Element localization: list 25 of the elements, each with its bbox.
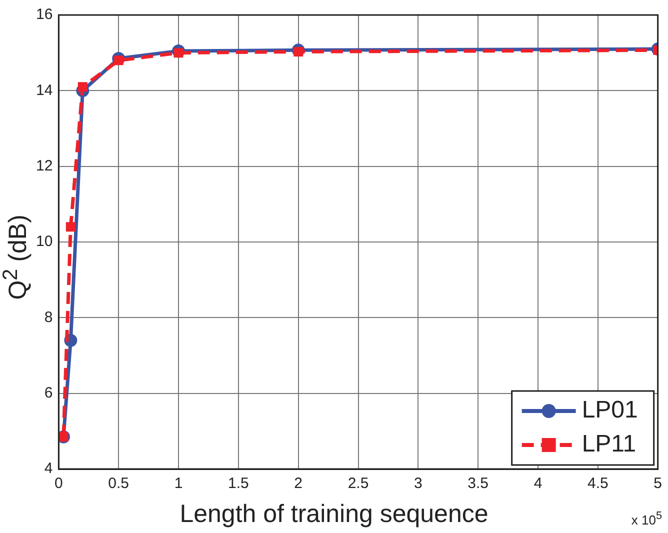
text: x 10$^{5}$	[631, 510, 662, 528]
point	[66, 222, 76, 232]
legend-label: LP01	[582, 396, 638, 424]
x-tick-label: 4	[534, 475, 542, 492]
y-tick-label: 10	[36, 233, 53, 250]
y-tick-label: 14	[36, 82, 53, 99]
x-tick-label: 0	[54, 475, 63, 492]
x-tick-label: 2.5	[348, 475, 369, 492]
point	[174, 48, 184, 58]
y-tick-label: 16	[36, 6, 53, 24]
x-tick-label: 0.5	[108, 475, 130, 492]
x-axis-title: Length of training sequence	[180, 500, 488, 528]
x-tick-label: 1	[174, 475, 183, 492]
x-tick-label: 2	[294, 475, 303, 492]
y-tick-label: 4	[44, 460, 53, 478]
x-tick-label: 5	[654, 475, 662, 492]
x-tick-label: 3.5	[468, 475, 489, 492]
y-tick-label: 6	[44, 384, 53, 402]
x-tick-label: 1.5	[228, 475, 249, 492]
legend-label: LP11	[582, 430, 636, 458]
point	[114, 56, 124, 66]
y-tick-label: 12	[36, 157, 53, 174]
x-tick-label: 3	[414, 475, 422, 492]
y-tick-label: 8	[44, 308, 53, 326]
x-tick-label: 4.5	[587, 475, 608, 492]
